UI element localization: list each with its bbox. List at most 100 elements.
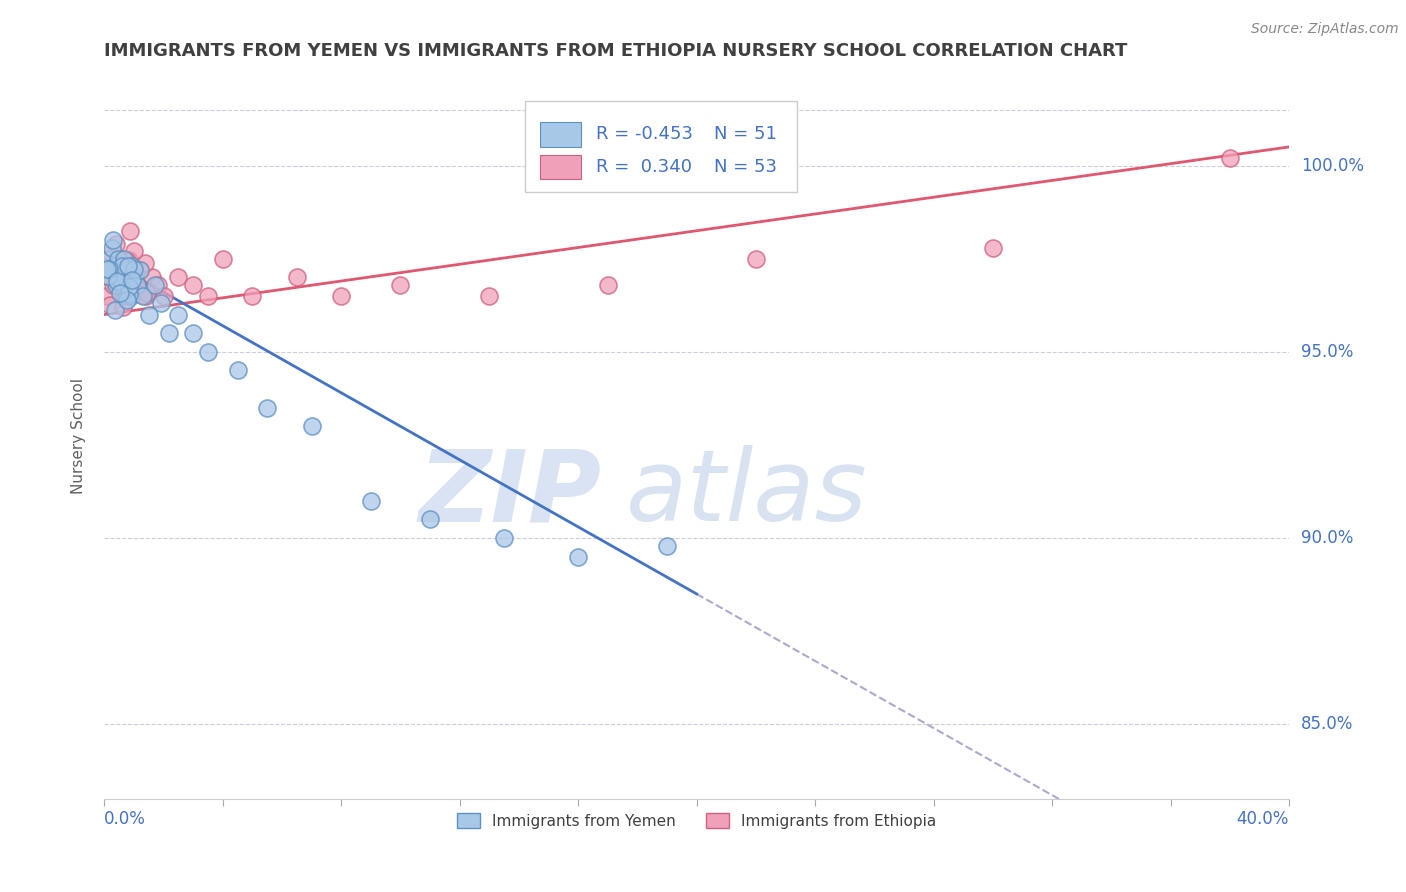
Text: 85.0%: 85.0% — [1301, 715, 1353, 733]
Point — [100, 240, 122, 254]
Point — [134, 256, 156, 270]
Point — [117, 259, 139, 273]
Point — [596, 277, 619, 292]
Point — [107, 252, 129, 266]
Point — [117, 263, 139, 277]
Point — [360, 493, 382, 508]
Point — [108, 270, 131, 285]
Text: R = -0.453: R = -0.453 — [596, 125, 693, 144]
Point — [96, 289, 118, 303]
Text: N = 53: N = 53 — [714, 158, 778, 176]
Point — [118, 287, 141, 301]
Point — [118, 270, 141, 285]
Point — [149, 296, 172, 310]
Text: 100.0%: 100.0% — [1301, 157, 1364, 175]
FancyBboxPatch shape — [540, 122, 581, 146]
Point — [285, 270, 308, 285]
Point — [167, 270, 190, 285]
Point — [330, 289, 353, 303]
Point — [478, 289, 501, 303]
Point — [111, 277, 134, 292]
Point — [131, 287, 153, 301]
Point — [567, 549, 589, 564]
Point — [117, 270, 139, 285]
Text: IMMIGRANTS FROM YEMEN VS IMMIGRANTS FROM ETHIOPIA NURSERY SCHOOL CORRELATION CHA: IMMIGRANTS FROM YEMEN VS IMMIGRANTS FROM… — [104, 42, 1128, 60]
Point — [114, 270, 136, 285]
Point — [226, 363, 249, 377]
Point — [107, 260, 129, 275]
Point — [112, 270, 135, 285]
Point — [389, 277, 412, 292]
Y-axis label: Nursery School: Nursery School — [72, 377, 86, 493]
FancyBboxPatch shape — [524, 102, 797, 193]
Point — [143, 277, 166, 292]
Point — [101, 233, 124, 247]
Point — [211, 252, 233, 266]
Point — [110, 286, 132, 301]
Point — [96, 248, 118, 262]
Point — [494, 531, 516, 545]
Point — [120, 259, 142, 273]
Point — [132, 289, 155, 303]
Point — [105, 275, 128, 289]
Point — [197, 289, 219, 303]
Point — [138, 308, 160, 322]
Text: Source: ZipAtlas.com: Source: ZipAtlas.com — [1251, 22, 1399, 37]
Point — [242, 289, 264, 303]
Point — [141, 270, 163, 285]
Point — [256, 401, 278, 415]
Point — [112, 252, 135, 266]
Point — [655, 539, 678, 553]
Point — [115, 293, 138, 307]
Point — [118, 224, 141, 238]
Text: N = 51: N = 51 — [714, 125, 778, 144]
Text: ZIP: ZIP — [419, 445, 602, 542]
Point — [125, 277, 148, 292]
Point — [111, 260, 134, 274]
Point — [135, 285, 157, 299]
Point — [745, 252, 768, 266]
Point — [197, 344, 219, 359]
Point — [105, 263, 128, 277]
Point — [181, 326, 204, 341]
Point — [122, 244, 145, 259]
Point — [167, 308, 190, 322]
Point — [120, 289, 142, 303]
Point — [136, 286, 159, 301]
Text: 0.0%: 0.0% — [104, 810, 146, 828]
Point — [129, 283, 152, 297]
Point — [98, 269, 121, 284]
Point — [97, 261, 120, 276]
Text: 90.0%: 90.0% — [1301, 529, 1353, 547]
Point — [100, 298, 122, 312]
Point — [181, 277, 204, 292]
Point — [122, 262, 145, 277]
Point — [115, 289, 138, 303]
Point — [110, 277, 132, 292]
Point — [301, 419, 323, 434]
Point — [115, 253, 138, 268]
Point — [419, 512, 441, 526]
Point — [135, 289, 157, 303]
Point — [105, 274, 128, 288]
Point — [125, 277, 148, 292]
Text: R =  0.340: R = 0.340 — [596, 158, 692, 176]
Text: atlas: atlas — [626, 445, 868, 542]
Legend: Immigrants from Yemen, Immigrants from Ethiopia: Immigrants from Yemen, Immigrants from E… — [450, 806, 942, 835]
Point — [1219, 151, 1241, 165]
Point — [111, 252, 134, 266]
Point — [981, 240, 1004, 254]
Point — [128, 263, 150, 277]
Point — [96, 262, 118, 277]
Point — [104, 303, 127, 318]
Point — [122, 270, 145, 285]
Point — [128, 263, 150, 277]
Point — [118, 280, 141, 294]
Point — [104, 236, 127, 251]
Point — [111, 301, 134, 315]
Point — [110, 271, 132, 285]
Text: 40.0%: 40.0% — [1237, 810, 1289, 828]
Point — [118, 277, 141, 292]
Point — [103, 273, 125, 287]
FancyBboxPatch shape — [540, 154, 581, 179]
